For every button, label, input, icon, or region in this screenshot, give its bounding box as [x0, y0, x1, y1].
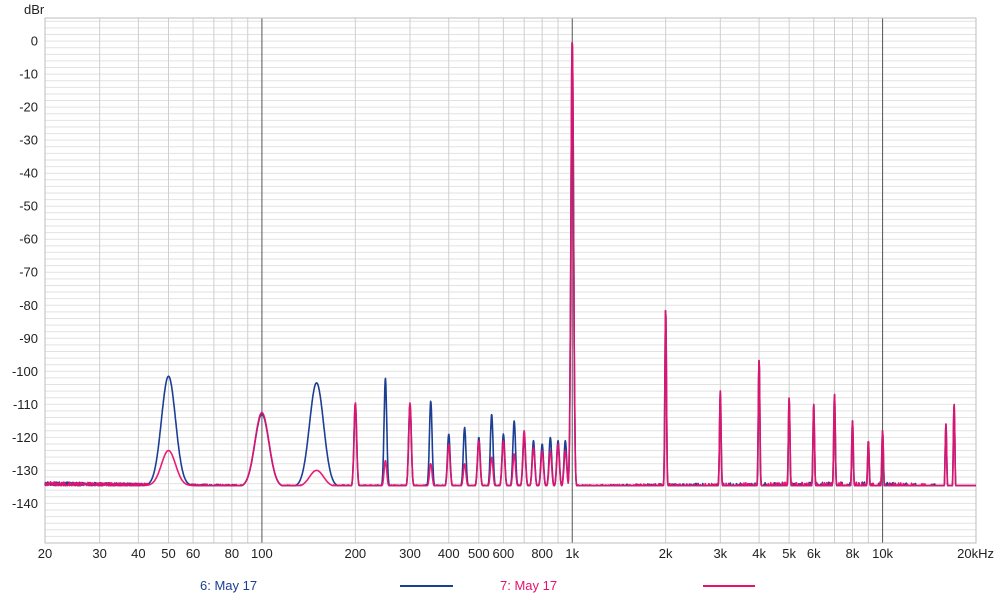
x-tick-label: 80 — [225, 546, 239, 561]
y-tick-label: -130 — [12, 463, 38, 478]
y-tick-label: -90 — [19, 331, 38, 346]
y-tick-label: -100 — [12, 364, 38, 379]
plot-frame — [44, 17, 977, 544]
y-tick-label: -140 — [12, 496, 38, 511]
y-tick-label: 0 — [31, 34, 38, 49]
y-tick-label: -110 — [13, 397, 38, 412]
x-tick-label: 4k — [752, 546, 766, 561]
x-tick-label: 100 — [251, 546, 273, 561]
y-axis-tick-labels: 0 -10 -20 -30 -40 -50 -60 -70 -80 -90 -100 -110 -120… — [12, 34, 38, 511]
y-tick-label: -80 — [19, 298, 38, 313]
x-tick-label: 200 — [344, 546, 366, 561]
y-tick-label: -70 — [19, 265, 38, 280]
legend-label-series-6: 6: May 17 — [200, 578, 257, 593]
y-tick-label: -50 — [19, 199, 38, 214]
x-tick-label: 1k — [565, 546, 579, 561]
x-tick-label: 2k — [659, 546, 673, 561]
x-tick-label: 50 — [161, 546, 175, 561]
x-tick-label: 800 — [531, 546, 553, 561]
x-tick-label: 3k — [713, 546, 727, 561]
legend: 6: May 17 7: May 17 — [200, 578, 755, 593]
y-tick-label: -120 — [12, 430, 38, 445]
x-tick-label: 20kHz — [957, 546, 994, 561]
x-tick-label: 30 — [92, 546, 106, 561]
x-tick-label: 600 — [493, 546, 515, 561]
x-tick-label: 20 — [38, 546, 52, 561]
legend-label-series-7: 7: May 17 — [500, 578, 557, 593]
series-layer — [44, 41, 977, 487]
y-tick-label: -20 — [19, 100, 38, 115]
x-tick-label: 400 — [438, 546, 460, 561]
y-tick-label: -30 — [19, 133, 38, 148]
series-line-7-may-17 — [44, 41, 977, 487]
x-tick-label: 40 — [131, 546, 145, 561]
x-tick-label: 60 — [186, 546, 200, 561]
x-tick-label: 8k — [846, 546, 860, 561]
y-tick-label: -40 — [19, 166, 38, 181]
y-tick-label: -10 — [19, 67, 38, 82]
x-tick-label: 6k — [807, 546, 821, 561]
x-tick-label: 300 — [399, 546, 421, 561]
y-axis-unit-label: dBr — [24, 2, 45, 17]
x-tick-label: 10k — [872, 546, 893, 561]
x-tick-label: 500 — [468, 546, 490, 561]
y-tick-label: -60 — [19, 232, 38, 247]
x-axis-tick-labels: 20 30 40 50 60 80 100 200 300 400 500 600 800 1k 2k 3k 4… — [38, 546, 994, 561]
x-tick-label: 5k — [782, 546, 796, 561]
